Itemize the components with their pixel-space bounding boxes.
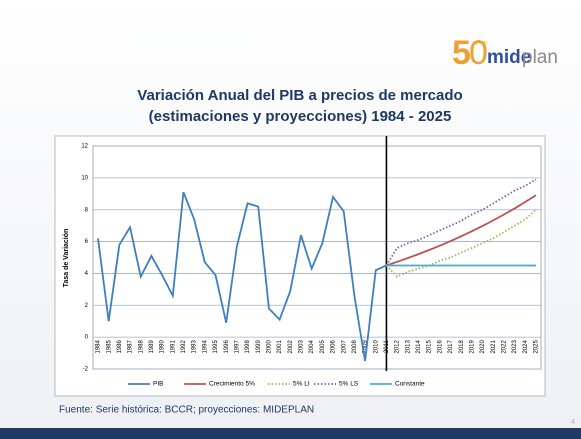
- y-tick-label: 10: [81, 175, 88, 181]
- y-axis-label: Tasa de Variación: [63, 229, 70, 288]
- logo-digit: 0: [469, 34, 488, 72]
- logo-small: años: [474, 41, 487, 47]
- y-tick-label: -2: [83, 367, 89, 373]
- x-tick-label: 1989: [149, 339, 155, 353]
- logo-name: plan: [522, 47, 558, 68]
- x-tick-label: 2006: [331, 339, 337, 353]
- x-tick-label: 2007: [341, 339, 347, 353]
- x-tick-label: 2000: [267, 339, 273, 353]
- page-number: 4: [571, 419, 575, 426]
- x-tick-label: 2003: [299, 339, 305, 353]
- logo: 5 0 años mide plan: [452, 34, 558, 72]
- x-tick-label: 1985: [106, 339, 112, 353]
- legend-label: 5% LI: [293, 381, 310, 388]
- x-tick-label: 1986: [117, 339, 123, 353]
- series-line: [386, 194, 537, 267]
- x-tick-label: 2024: [523, 339, 529, 353]
- x-tick-label: 1984: [96, 339, 102, 353]
- x-tick-label: 2025: [534, 339, 540, 353]
- x-tick-label: 2001: [277, 339, 283, 353]
- x-tick-label: 2014: [416, 339, 422, 353]
- y-tick-label: 12: [81, 144, 88, 150]
- x-tick-label: 2004: [309, 339, 315, 353]
- x-tick-label: 2002: [288, 339, 294, 353]
- x-tick-label: 2023: [512, 339, 518, 353]
- x-tick-label: 1991: [170, 339, 176, 353]
- x-tick-label: 2005: [320, 339, 326, 353]
- x-tick-label: 1996: [224, 339, 230, 353]
- series-line: [97, 191, 387, 362]
- source: Fuente: Serie histórica: BCCR; proyeccio…: [59, 405, 314, 416]
- x-tick-label: 2016: [437, 339, 443, 353]
- x-tick-label: 2012: [395, 339, 401, 353]
- logo-digit: 5: [452, 34, 471, 72]
- x-tick-label: 1993: [192, 339, 198, 353]
- y-tick-label: 2: [85, 303, 89, 309]
- legend-label: PIB: [153, 381, 163, 388]
- x-tick-label: 2017: [448, 339, 454, 353]
- x-tick-label: 1994: [202, 339, 208, 353]
- legend-label: Constante: [395, 381, 425, 388]
- x-tick-label: 2009: [363, 339, 369, 353]
- x-tick-label: 2019: [469, 339, 475, 353]
- x-tick-label: 1987: [128, 339, 134, 353]
- x-tick-label: 2022: [502, 339, 508, 353]
- x-tick-label: 1992: [181, 339, 187, 353]
- x-tick-label: 2008: [352, 339, 358, 353]
- x-tick-label: 2020: [480, 339, 486, 353]
- x-tick-label: 1995: [213, 339, 219, 353]
- x-tick-label: 2015: [427, 339, 433, 353]
- x-tick-label: 1998: [245, 339, 251, 353]
- x-tick-label: 2010: [373, 339, 379, 353]
- legend-label: Crecimiento 5%: [209, 381, 255, 388]
- x-tick-label: 1999: [256, 339, 262, 353]
- x-tick-label: 2013: [405, 339, 411, 353]
- logo-name: mide: [487, 47, 531, 68]
- y-tick-label: 4: [85, 271, 89, 277]
- x-tick-label: 2018: [459, 339, 465, 353]
- footer-band: [0, 428, 581, 439]
- y-tick-label: 8: [85, 207, 89, 213]
- x-tick-label: 1988: [138, 339, 144, 353]
- legend-label: 5% LS: [339, 381, 359, 388]
- chart-title: Variación Anual del PIB a precios de mer…: [137, 87, 462, 104]
- y-tick-label: 6: [85, 239, 89, 245]
- x-tick-label: 1990: [160, 339, 166, 353]
- y-tick-label: 0: [85, 335, 89, 341]
- x-tick-label: 1997: [234, 339, 240, 353]
- series-line: [385, 178, 537, 266]
- x-tick-label: 2021: [491, 339, 497, 353]
- chart-subtitle: (estimaciones y proyecciones) 1984 - 202…: [149, 108, 452, 125]
